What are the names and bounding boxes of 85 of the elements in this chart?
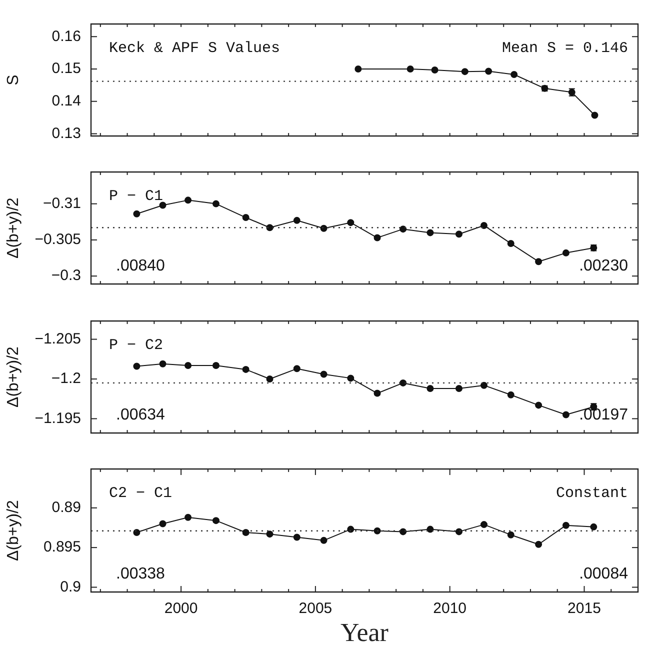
- point: [590, 523, 598, 530]
- point: [400, 528, 407, 536]
- point: [426, 385, 434, 392]
- point: [426, 526, 434, 533]
- annotation: .00338: [116, 565, 166, 582]
- point: [431, 66, 438, 74]
- point: [562, 522, 570, 529]
- point: [591, 112, 598, 119]
- point: [293, 534, 300, 541]
- x-tick-label: 2000: [164, 600, 198, 618]
- point: [320, 370, 328, 378]
- x-axis-title: Year: [340, 618, 389, 648]
- y-tick-label: −1.195: [34, 410, 81, 427]
- point: [426, 229, 434, 236]
- y-tick-label: −1.2: [51, 370, 81, 388]
- point: [184, 196, 192, 204]
- y-tick-label: −0.31: [43, 194, 81, 212]
- annotation: .00634: [116, 406, 166, 424]
- point: [455, 528, 462, 536]
- annotation: Mean S = 0.146: [502, 40, 628, 57]
- x-tick-label: 2010: [433, 600, 467, 618]
- point: [535, 402, 542, 409]
- point: [242, 214, 250, 222]
- y-tick-label: −0.305: [34, 231, 81, 248]
- point: [266, 375, 274, 382]
- point: [480, 222, 488, 229]
- point: [347, 526, 354, 533]
- y-tick-label: 0.89: [52, 499, 81, 516]
- point: [507, 391, 514, 398]
- y-axis-title: S: [5, 74, 22, 86]
- point: [320, 224, 328, 232]
- point: [485, 68, 492, 75]
- y-tick-label: 0.14: [52, 92, 81, 110]
- point: [133, 210, 140, 218]
- y-axis-title: Δ(b+y)/2: [5, 197, 22, 258]
- annotation: .00084: [579, 565, 628, 582]
- annotation: .00197: [579, 406, 628, 424]
- point: [293, 365, 300, 372]
- point: [480, 382, 488, 389]
- point: [374, 527, 381, 534]
- y-tick-label: 0.15: [52, 60, 81, 78]
- y-tick-label: 0.16: [52, 28, 81, 45]
- point: [507, 531, 514, 538]
- x-tick-label: 2015: [568, 600, 601, 618]
- x-tick-label: 2005: [298, 600, 332, 618]
- y-tick-label: 0.13: [52, 124, 81, 142]
- point: [400, 226, 407, 233]
- point: [455, 385, 462, 392]
- point: [354, 65, 362, 72]
- point: [480, 521, 488, 528]
- annotation: .00230: [579, 257, 628, 274]
- point: [184, 514, 192, 521]
- point: [293, 216, 300, 224]
- text: P − C2: [109, 336, 164, 354]
- point: [461, 68, 468, 76]
- point: [455, 230, 462, 238]
- point: [347, 219, 354, 226]
- text: Keck & APF S Values: [109, 40, 280, 57]
- point: [562, 249, 570, 256]
- point: [133, 528, 140, 536]
- text: P − C1: [109, 188, 164, 205]
- annotation: Constant: [556, 484, 628, 502]
- y-axis-title: Δ(b+y)/2: [5, 346, 22, 408]
- point: [184, 362, 192, 369]
- point: [320, 536, 328, 544]
- y-tick-label: −1.205: [34, 330, 81, 348]
- point: [400, 379, 407, 386]
- y-axis-title: Δ(b+y)/2: [5, 500, 22, 561]
- point: [510, 70, 518, 78]
- point: [507, 240, 514, 248]
- y-tick-label: 0.895: [43, 538, 81, 556]
- point: [535, 540, 542, 548]
- point: [159, 202, 166, 209]
- point: [406, 65, 414, 72]
- annotation: .00840: [116, 257, 166, 274]
- point: [133, 362, 140, 370]
- text: C2 − C1: [109, 484, 172, 502]
- y-tick-label: 0.9: [60, 578, 81, 596]
- point: [535, 258, 542, 266]
- y-tick-label: −0.3: [51, 267, 81, 284]
- point: [159, 360, 166, 368]
- point: [159, 520, 166, 528]
- point: [347, 374, 354, 382]
- point: [266, 530, 274, 538]
- point: [562, 411, 570, 418]
